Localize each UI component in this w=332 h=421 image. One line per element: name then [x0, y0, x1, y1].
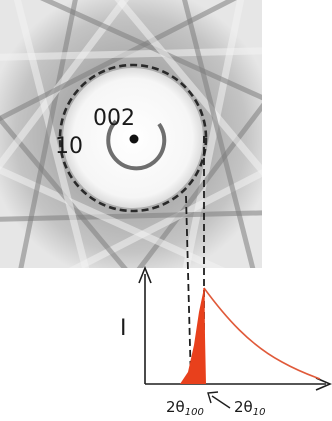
marker-10-pointer-arrow-icon — [207, 391, 219, 404]
diffuse-streak — [13, 0, 90, 268]
diffuse-streak — [68, 169, 262, 268]
diffuse-streak — [136, 102, 262, 268]
diffuse-streak — [182, 0, 245, 268]
diffraction-pattern — [0, 0, 262, 268]
diffuse-streak — [0, 210, 262, 222]
diffuse-streak — [0, 166, 226, 268]
intensity-decay-curve — [203, 287, 321, 380]
diffuse-streak — [114, 0, 262, 176]
peak-filled-region — [180, 288, 206, 384]
marker-100-label: 2θ100 — [166, 398, 204, 418]
y-axis-label: I — [120, 316, 127, 341]
beam-center-dot — [129, 134, 139, 144]
diffuse-streak — [0, 0, 130, 171]
diffuse-streak — [0, 47, 262, 61]
marker-10-pointer — [211, 395, 231, 409]
marker-10-label: 2θ10 — [234, 398, 265, 418]
x-axis-arrow-icon — [315, 377, 332, 391]
diffuse-streak — [0, 0, 237, 122]
label-002: 002 — [93, 106, 135, 131]
y-axis-arrow-icon — [138, 265, 152, 284]
diffuse-streak — [18, 0, 78, 268]
label-10: 10 — [55, 134, 83, 159]
ring-002-arc — [106, 119, 167, 171]
intensity-plot: I 2θ100 2θ10 — [120, 265, 332, 418]
ring-10-dashed-circle — [58, 63, 208, 213]
projection-line-left — [185, 195, 192, 385]
diffuse-streak — [182, 0, 256, 268]
diffuse-streaks — [0, 0, 262, 268]
